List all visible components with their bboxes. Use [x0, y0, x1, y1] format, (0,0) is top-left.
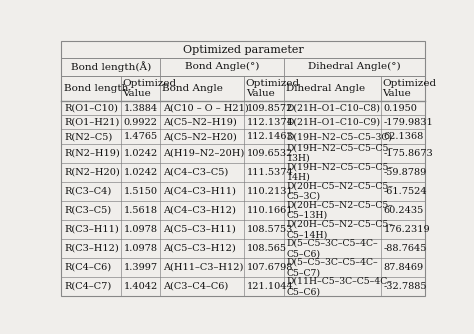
Text: 1.0978: 1.0978 — [124, 244, 157, 253]
Text: D(20H–C5–N2–C5–C5–
C5–3C): D(20H–C5–N2–C5–C5– C5–3C) — [287, 182, 393, 201]
Text: 0.9922: 0.9922 — [124, 118, 157, 127]
Text: 109.6532: 109.6532 — [247, 149, 293, 158]
Text: 0.1950: 0.1950 — [383, 104, 418, 113]
Text: 60.2435: 60.2435 — [383, 206, 424, 215]
Text: 111.5374: 111.5374 — [247, 168, 294, 177]
Text: Optimized parameter: Optimized parameter — [182, 45, 303, 55]
Text: 110.1661: 110.1661 — [247, 206, 293, 215]
Text: 87.8469: 87.8469 — [383, 263, 424, 272]
Text: R(C4–C7): R(C4–C7) — [64, 282, 111, 291]
Text: R(N2–C5): R(N2–C5) — [64, 132, 112, 141]
Text: 107.6798: 107.6798 — [247, 263, 293, 272]
Text: 108.565: 108.565 — [247, 244, 287, 253]
Text: 1.3884: 1.3884 — [124, 104, 158, 113]
Text: A(C5–N2–H19): A(C5–N2–H19) — [163, 118, 237, 127]
Text: 1.0242: 1.0242 — [124, 149, 158, 158]
Text: -32.7885: -32.7885 — [383, 282, 427, 291]
Text: A(C3–C4–C6): A(C3–C4–C6) — [163, 282, 228, 291]
Text: D(19H–N2–C5–C5–C5–
14H): D(19H–N2–C5–C5–C5– 14H) — [287, 163, 393, 182]
Text: 112.1374: 112.1374 — [247, 118, 294, 127]
Text: -175.8673: -175.8673 — [383, 149, 433, 158]
Text: D(5–C5–3C–C5–4C–
C5–C7): D(5–C5–3C–C5–4C– C5–C7) — [287, 258, 378, 277]
Text: A(C4–C3–C5): A(C4–C3–C5) — [163, 168, 228, 177]
Text: 112.1463: 112.1463 — [247, 132, 294, 141]
Text: R(C3–H12): R(C3–H12) — [64, 244, 119, 253]
Text: 110.2131: 110.2131 — [247, 187, 294, 196]
Text: Optimized
Value: Optimized Value — [246, 79, 300, 98]
Text: A(C5–C3–H11): A(C5–C3–H11) — [163, 225, 236, 234]
Text: R(C4–C6): R(C4–C6) — [64, 263, 111, 272]
Text: D(21H–O1–C10–C9): D(21H–O1–C10–C9) — [287, 118, 381, 127]
Text: Bond length: Bond length — [64, 84, 128, 93]
Text: Optimized
Value: Optimized Value — [383, 79, 437, 98]
Text: 1.0978: 1.0978 — [124, 225, 157, 234]
Text: A(C5–C3–H12): A(C5–C3–H12) — [163, 244, 236, 253]
Text: A(H11–C3–H12): A(H11–C3–H12) — [163, 263, 244, 272]
Text: Optimized
Value: Optimized Value — [122, 79, 176, 98]
Text: Bond Angle: Bond Angle — [162, 84, 223, 93]
Text: 1.5618: 1.5618 — [124, 206, 157, 215]
Text: 108.5753: 108.5753 — [247, 225, 293, 234]
Text: R(O1–H21): R(O1–H21) — [64, 118, 119, 127]
Text: R(C3–H11): R(C3–H11) — [64, 225, 119, 234]
Text: 1.4042: 1.4042 — [124, 282, 158, 291]
Text: 121.1044: 121.1044 — [247, 282, 294, 291]
Text: -88.7645: -88.7645 — [383, 244, 427, 253]
Text: 176.2319: 176.2319 — [383, 225, 430, 234]
Text: A(C5–N2–H20): A(C5–N2–H20) — [163, 132, 237, 141]
Text: 1.4765: 1.4765 — [124, 132, 158, 141]
Text: D(20H–C5–N2–C5–C5–
C5–13H): D(20H–C5–N2–C5–C5– C5–13H) — [287, 201, 393, 220]
Text: 62.1368: 62.1368 — [383, 132, 424, 141]
Text: R(N2–H20): R(N2–H20) — [64, 168, 120, 177]
Text: A(C4–C3–H11): A(C4–C3–H11) — [163, 187, 236, 196]
Text: Dihedral Angle: Dihedral Angle — [285, 84, 365, 93]
Text: -179.9831: -179.9831 — [383, 118, 433, 127]
Text: A(H19–N2–20H): A(H19–N2–20H) — [163, 149, 245, 158]
Text: Bond length(Å): Bond length(Å) — [71, 61, 151, 72]
Text: 1.5150: 1.5150 — [124, 187, 157, 196]
Text: A(C10 – O – H21): A(C10 – O – H21) — [163, 104, 249, 113]
Text: R(C3–C5): R(C3–C5) — [64, 206, 111, 215]
Text: D(11H–C5–3C–C5–4C–
C5–C6): D(11H–C5–3C–C5–4C– C5–C6) — [287, 277, 392, 296]
Text: -59.8789: -59.8789 — [383, 168, 427, 177]
Text: R(C3–C4): R(C3–C4) — [64, 187, 111, 196]
Text: Bond Angle(°): Bond Angle(°) — [185, 62, 259, 71]
Text: R(O1–C10): R(O1–C10) — [64, 104, 118, 113]
Text: D(5–C5–3C–C5–4C–
C5–C6): D(5–C5–3C–C5–4C– C5–C6) — [287, 239, 378, 258]
Text: -61.7524: -61.7524 — [383, 187, 427, 196]
Text: D(19H–N2–C5–C5–C5–
13H): D(19H–N2–C5–C5–C5– 13H) — [287, 144, 393, 163]
Text: 109.8572: 109.8572 — [247, 104, 293, 113]
Text: A(C4–C3–H12): A(C4–C3–H12) — [163, 206, 236, 215]
Text: D(20H–C5–N2–C5–C5–
C5–14H): D(20H–C5–N2–C5–C5– C5–14H) — [287, 220, 393, 239]
Text: 1.0242: 1.0242 — [124, 168, 158, 177]
Text: D(21H–O1–C10–C8): D(21H–O1–C10–C8) — [287, 104, 381, 113]
Text: 1.3997: 1.3997 — [124, 263, 158, 272]
Text: Dihedral Angle(°): Dihedral Angle(°) — [308, 62, 401, 71]
Text: D(19H–N2–C5–C5–3C): D(19H–N2–C5–C5–3C) — [287, 132, 393, 141]
Text: R(N2–H19): R(N2–H19) — [64, 149, 120, 158]
